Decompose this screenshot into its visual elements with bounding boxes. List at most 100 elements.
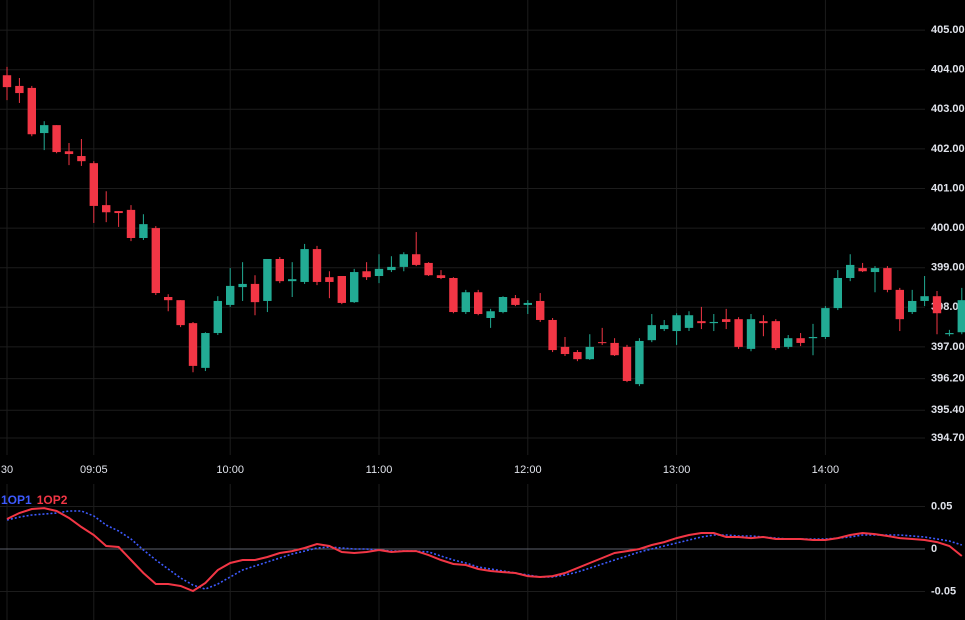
candle-body (188, 323, 198, 366)
candle-body (883, 268, 892, 290)
legend-label: 1OP1 (1, 493, 32, 507)
y-tick-label: 397.00 (931, 341, 965, 353)
candle-body (573, 352, 582, 360)
candle-body (833, 277, 842, 309)
x-tick-label: 30 (1, 464, 13, 476)
candle-body (523, 302, 532, 305)
candle-body (598, 342, 607, 344)
candle-body (288, 279, 297, 282)
y-tick-label: 405.00 (931, 24, 965, 36)
candle-body (114, 211, 123, 214)
candle-body (27, 87, 36, 135)
candle-body (846, 264, 855, 278)
candle-body (350, 272, 359, 303)
candle-body (759, 321, 768, 324)
candle-body (151, 228, 160, 294)
candle-body (746, 319, 756, 349)
candle-body (201, 333, 210, 368)
candle-body (908, 300, 917, 313)
candle-body (548, 319, 557, 351)
candle-body (238, 283, 247, 288)
candle-body (139, 224, 148, 238)
candle-body (52, 125, 61, 153)
candle-body (424, 262, 433, 276)
candle-body (176, 300, 185, 326)
candle-body (486, 311, 495, 318)
candle-body (89, 163, 98, 206)
legend-label: 1OP2 (37, 493, 68, 507)
candle-body (957, 300, 965, 333)
candle-body (672, 315, 681, 332)
candle-body (387, 266, 396, 271)
x-tick-label: 13:00 (663, 464, 691, 476)
candle-body (932, 296, 942, 314)
y-tick-label: 396.20 (931, 372, 965, 384)
candle-body (870, 268, 880, 273)
candle-body (697, 321, 706, 324)
candle-body (536, 300, 545, 320)
candle-body (436, 275, 446, 278)
candle-body (362, 271, 371, 278)
candle-body (635, 340, 644, 385)
candle-body (263, 258, 272, 301)
candle-body (474, 292, 483, 315)
y-tick-label: 395.40 (931, 404, 965, 416)
candle-body (102, 205, 111, 213)
candle-body (796, 338, 805, 343)
candle-body (895, 289, 904, 320)
indicator-line (6, 510, 963, 590)
candle-body (610, 342, 619, 356)
candle-body (660, 325, 669, 330)
candle-body (684, 315, 694, 328)
candle-body (40, 125, 49, 134)
candle-body (64, 151, 74, 155)
candle-body (808, 336, 818, 339)
candle-body (213, 300, 222, 334)
candle-body (164, 296, 173, 301)
candle-body (325, 277, 334, 282)
candle-body (226, 285, 235, 305)
x-tick-label: 14:00 (812, 464, 840, 476)
candle-body (709, 321, 718, 324)
candle-body (461, 292, 470, 313)
candle-body (275, 258, 284, 282)
candle-body (784, 338, 793, 347)
y-tick-label: 0.05 (931, 500, 952, 512)
candle-body (498, 296, 508, 313)
candle-body (399, 254, 408, 267)
y-tick-label: -0.05 (931, 585, 956, 597)
candle-body (300, 249, 309, 282)
candle-body (945, 333, 954, 335)
candle-body (250, 283, 260, 303)
y-tick-label: 401.00 (931, 182, 965, 194)
candle-body (920, 296, 929, 301)
candle-body (374, 268, 384, 277)
candle-body (622, 346, 632, 381)
x-tick-label: 12:00 (514, 464, 542, 476)
y-tick-label: 0 (931, 543, 937, 555)
candle-body (449, 277, 458, 313)
candle-body (821, 308, 830, 337)
y-tick-label: 394.70 (931, 432, 965, 444)
x-tick-label: 10:00 (216, 464, 244, 476)
indicator-line (6, 507, 963, 593)
candle-body (511, 298, 520, 305)
x-tick-label: 09:05 (80, 464, 108, 476)
candle-body (858, 268, 867, 272)
candle-body (312, 249, 322, 282)
candle-body (412, 254, 421, 265)
candle-body (647, 325, 656, 341)
candle-body (2, 75, 12, 88)
candle-body (77, 156, 86, 162)
candle-body (560, 346, 570, 355)
y-tick-label: 403.00 (931, 103, 965, 115)
candle-body (771, 321, 780, 349)
y-tick-label: 400.00 (931, 222, 965, 234)
candle-body (15, 85, 24, 94)
y-tick-label: 402.00 (931, 143, 965, 155)
candle-body (126, 209, 136, 238)
x-tick-label: 11:00 (366, 464, 393, 476)
y-tick-label: 404.00 (931, 64, 965, 76)
